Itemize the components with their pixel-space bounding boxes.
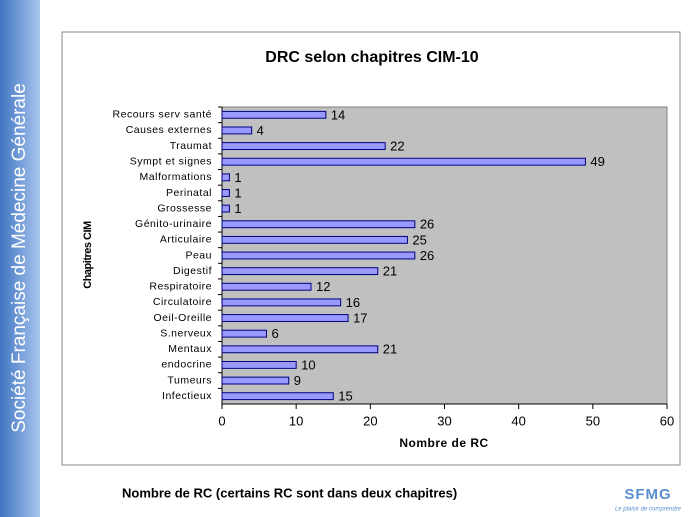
y-tick-label: endocrine xyxy=(161,359,212,371)
x-tick-label: 60 xyxy=(660,413,674,428)
value-label: 25 xyxy=(412,232,426,247)
value-label: 12 xyxy=(316,279,330,294)
value-label: 16 xyxy=(346,295,360,310)
bar xyxy=(221,235,408,244)
value-label: 4 xyxy=(257,123,264,138)
bar xyxy=(221,392,334,401)
sidebar-text: Société Française de Médecine Générale xyxy=(9,83,30,433)
y-tick-label: Oeil-Oreille xyxy=(153,312,212,324)
x-axis-label: Nombre de RC xyxy=(399,436,488,450)
bar xyxy=(221,126,253,135)
bar xyxy=(221,298,342,307)
x-tick-label: 20 xyxy=(363,413,377,428)
value-label: 6 xyxy=(272,326,279,341)
bar xyxy=(221,204,230,213)
bar xyxy=(221,142,386,151)
bar xyxy=(221,189,230,197)
y-tick-label: Perinatal xyxy=(166,187,212,199)
y-tick-label: Respiratoire xyxy=(149,281,212,293)
value-label: 26 xyxy=(420,217,434,232)
value-label: 10 xyxy=(301,357,315,372)
y-tick-label: Génito-urinaire xyxy=(135,218,212,230)
y-tick-label: Circulatoire xyxy=(153,296,212,308)
value-label: 21 xyxy=(383,264,397,279)
bar xyxy=(221,376,290,385)
y-tick-label: Mentaux xyxy=(168,343,212,355)
value-label: 17 xyxy=(353,310,367,325)
chart-title: DRC selon chapitres CIM-10 xyxy=(265,49,478,66)
value-label: 14 xyxy=(331,107,345,122)
logo-tagline: Le plaisir de comprendre xyxy=(615,507,682,513)
y-tick-label: Traumat xyxy=(170,140,212,152)
y-tick-label: Causes externes xyxy=(126,124,212,136)
bar xyxy=(221,251,416,260)
value-label: 1 xyxy=(234,201,241,216)
x-tick-label: 40 xyxy=(511,413,525,428)
y-tick-label: Infectieux xyxy=(162,390,212,402)
bar xyxy=(221,173,230,182)
y-tick-label: Digestif xyxy=(173,265,212,277)
x-tick-label: 50 xyxy=(586,413,600,428)
x-tick-label: 0 xyxy=(218,413,225,428)
bar xyxy=(221,282,312,291)
bar xyxy=(221,360,297,369)
y-tick-label: S.nerveux xyxy=(160,327,212,339)
x-tick-label: 30 xyxy=(437,413,451,428)
footer: Nombre de RC (certains RC sont dans deux… xyxy=(122,485,457,500)
y-tick-label: Grossesse xyxy=(157,202,212,214)
value-label: 21 xyxy=(383,342,397,357)
bar xyxy=(221,220,416,229)
bar xyxy=(221,329,267,338)
value-label: 15 xyxy=(338,389,352,404)
value-label: 1 xyxy=(234,185,241,200)
value-label: 1 xyxy=(234,170,241,185)
bar xyxy=(221,267,379,276)
logo-name: SFMG xyxy=(624,486,671,503)
y-tick-label: Recours serv santé xyxy=(113,109,212,121)
y-tick-label: Peau xyxy=(185,249,212,261)
y-tick-label: Articulaire xyxy=(160,234,212,246)
y-tick-label: Tumeurs xyxy=(167,374,212,386)
sidebar xyxy=(0,0,40,517)
y-tick-label: Malformations xyxy=(140,171,212,183)
y-tick-label: Sympt et signes xyxy=(130,155,212,167)
value-label: 26 xyxy=(420,248,434,263)
bar xyxy=(221,157,586,166)
value-label: 22 xyxy=(390,139,404,154)
bar xyxy=(221,345,379,354)
x-tick-label: 10 xyxy=(289,413,303,428)
bar xyxy=(221,110,327,119)
value-label: 9 xyxy=(294,373,301,388)
bar xyxy=(221,314,349,322)
y-axis-label: Chapitres CIM xyxy=(82,221,94,289)
value-label: 49 xyxy=(590,154,604,169)
